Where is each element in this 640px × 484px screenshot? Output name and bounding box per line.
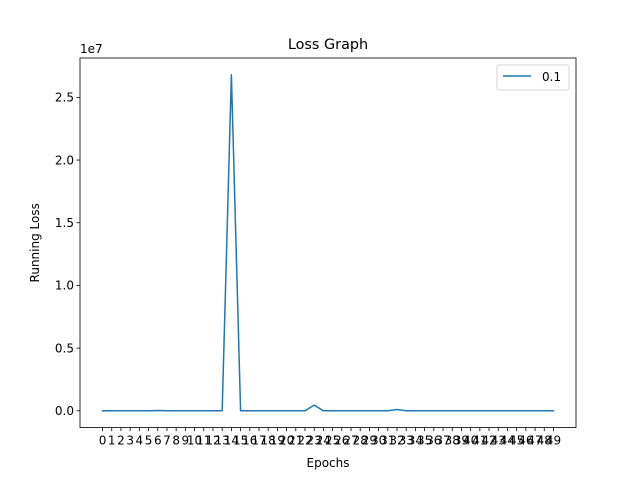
x-tick-label: 28	[353, 434, 368, 448]
x-tick-label: 1	[108, 434, 116, 448]
x-tick-label: 22	[297, 434, 312, 448]
x-tick-label: 3	[126, 434, 134, 448]
x-tick-label: 33	[399, 434, 414, 448]
x-tick-label: 11	[196, 434, 211, 448]
x-tick-label: 7	[163, 434, 171, 448]
y-tick-label: 0.0	[55, 404, 74, 418]
series-group	[101, 74, 555, 412]
x-tick-label: 10	[187, 434, 202, 448]
x-tick-label: 17	[251, 434, 266, 448]
x-tick-label: 12	[205, 434, 220, 448]
x-tick-label: 49	[546, 434, 561, 448]
x-tick-label: 2	[117, 434, 125, 448]
x-tick-label: 47	[527, 434, 542, 448]
x-tick-label: 23	[307, 434, 322, 448]
x-tick-label: 37	[435, 434, 450, 448]
y-tick-label: 2.5	[55, 91, 74, 105]
x-tick-label: 42	[481, 434, 496, 448]
x-tick-label: 19	[270, 434, 285, 448]
x-tick-label: 30	[371, 434, 386, 448]
x-tick-label: 48	[537, 434, 552, 448]
y-tick-label: 1.5	[55, 216, 74, 230]
x-tick-label: 24	[316, 434, 331, 448]
x-tick-label: 45	[509, 434, 524, 448]
x-tick-label: 44	[500, 434, 515, 448]
x-axis-ticks: 0 1 2 3 4 5 6 7 8 9101112131415161718192021222324…	[99, 427, 561, 448]
x-tick-label: 9	[182, 434, 190, 448]
x-tick-label: 0	[99, 434, 107, 448]
x-tick-label: 13	[215, 434, 230, 448]
legend: 0.1	[496, 64, 570, 91]
y-axis-ticks: 0.0 0.5 1.0 1.5 2.0 2.5	[55, 91, 80, 418]
x-axis-label: Epochs	[307, 456, 350, 470]
y-axis-offset-label: 1e7	[80, 42, 103, 56]
axes-frame	[79, 57, 577, 429]
x-tick-label: 38	[445, 434, 460, 448]
x-tick-label: 18	[261, 434, 276, 448]
x-tick-label: 25	[325, 434, 340, 448]
plot-area	[79, 57, 577, 429]
x-tick-label: 26	[334, 434, 349, 448]
series-line-0	[101, 74, 555, 412]
chart-title: Loss Graph	[288, 37, 368, 53]
x-tick-label: 21	[288, 434, 303, 448]
x-tick-label: 36	[426, 434, 441, 448]
x-tick-label: 15	[233, 434, 248, 448]
legend-label: 0.1	[542, 70, 561, 84]
x-tick-label: 41	[472, 434, 487, 448]
x-tick-label: 29	[362, 434, 377, 448]
x-tick-label: 6	[154, 434, 162, 448]
y-tick-label: 0.5	[55, 341, 74, 355]
x-tick-label: 20	[279, 434, 294, 448]
x-tick-label: 14	[224, 434, 239, 448]
legend-box	[496, 64, 570, 91]
x-tick-label: 31	[380, 434, 395, 448]
y-tick-label: 1.0	[55, 279, 74, 293]
x-tick-label: 39	[454, 434, 469, 448]
x-tick-label: 27	[343, 434, 358, 448]
x-tick-label: 34	[408, 434, 423, 448]
x-tick-label: 4	[136, 434, 144, 448]
x-tick-label: 46	[518, 434, 533, 448]
y-axis-label: Running Loss	[28, 203, 42, 282]
x-tick-label: 8	[172, 434, 180, 448]
x-tick-label: 35	[417, 434, 432, 448]
y-tick-label: 2.0	[55, 153, 74, 167]
x-tick-label: 5	[145, 434, 153, 448]
x-tick-label: 40	[463, 434, 478, 448]
x-tick-label: 43	[491, 434, 506, 448]
x-tick-label: 16	[242, 434, 257, 448]
x-tick-label: 32	[389, 434, 404, 448]
